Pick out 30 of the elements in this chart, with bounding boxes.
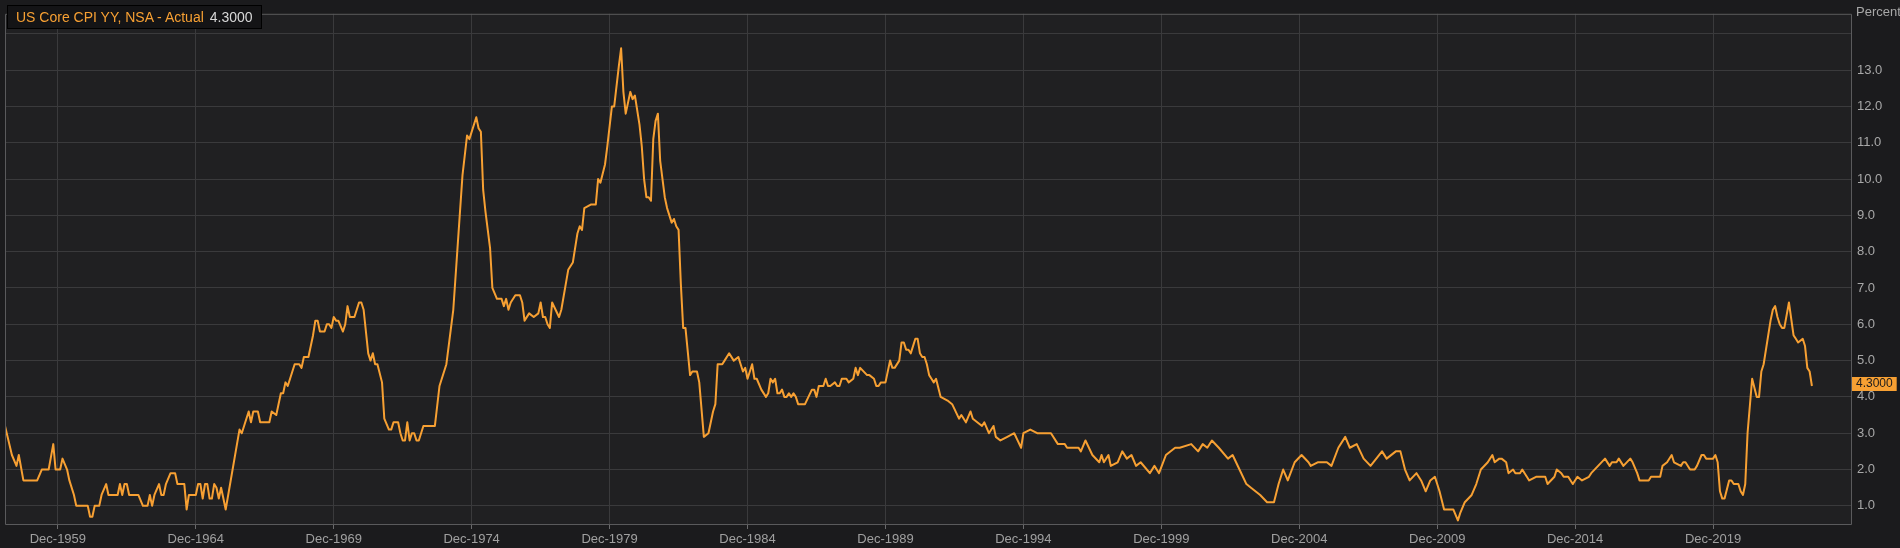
y-tick-label: 12.0 bbox=[1857, 97, 1883, 113]
x-tick-label: Dec-1974 bbox=[443, 531, 500, 547]
annotation: 4.3000 bbox=[209, 9, 253, 25]
x-tick-label: Dec-1984 bbox=[719, 531, 776, 547]
x-tick-label: Dec-2019 bbox=[1684, 531, 1742, 547]
y-tick-label: 7.0 bbox=[1857, 279, 1876, 295]
y-tick-label: 6.0 bbox=[1857, 315, 1876, 331]
y-tick-label: 10.0 bbox=[1857, 170, 1883, 186]
x-tick-label: Dec-2014 bbox=[1546, 531, 1604, 547]
y-tick-label: 9.0 bbox=[1857, 206, 1876, 222]
x-tick-label: Dec-1964 bbox=[167, 531, 224, 547]
text: US Core CPI YY, NSA - Actual bbox=[16, 9, 204, 25]
y-tick-label: 1.0 bbox=[1857, 497, 1876, 513]
y-tick-label: 11.0 bbox=[1857, 134, 1882, 150]
y-tick-label: 2.0 bbox=[1857, 461, 1876, 477]
x-tick-label: Dec-1999 bbox=[1133, 531, 1190, 547]
x-tick-label: Dec-1994 bbox=[995, 531, 1052, 547]
x-tick-label: Dec-1959 bbox=[29, 531, 87, 547]
y-axis-title: Percent bbox=[1856, 3, 1900, 19]
y-tick-label: 5.0 bbox=[1857, 352, 1876, 368]
y-tick-label: 13.0 bbox=[1857, 61, 1883, 77]
y-tick-label: 8.0 bbox=[1857, 243, 1876, 259]
x-tick-label: Dec-1979 bbox=[581, 531, 638, 547]
x-tick-label: Dec-1969 bbox=[305, 531, 362, 547]
x-tick-label: Dec-2009 bbox=[1409, 531, 1466, 547]
text: 4.3000 bbox=[1856, 376, 1893, 391]
x-tick-label: Dec-2004 bbox=[1271, 531, 1328, 547]
x-tick-label: Dec-1989 bbox=[857, 531, 914, 547]
y-tick-label: 4.0 bbox=[1857, 388, 1876, 404]
y-tick-label: 3.0 bbox=[1857, 424, 1876, 440]
